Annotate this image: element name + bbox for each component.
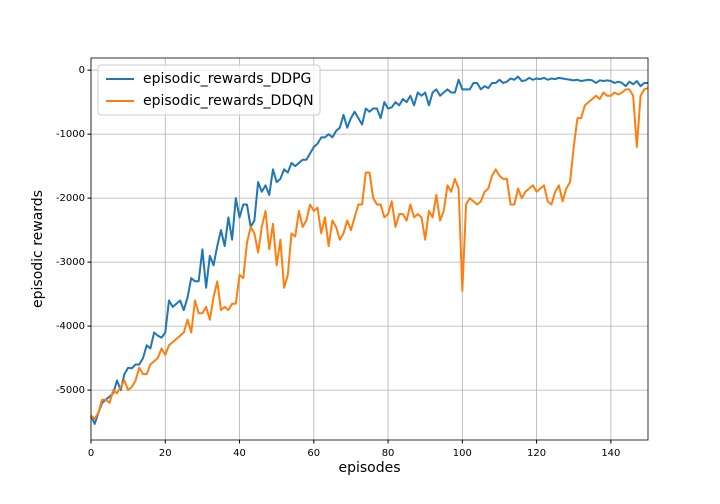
legend-label: episodic_rewards_DDQN	[143, 93, 314, 109]
line-series	[90, 75, 648, 425]
x-tick-label: 20	[159, 448, 172, 459]
x-tick-label: 40	[233, 448, 246, 459]
y-tick-label: -3000	[56, 257, 85, 268]
plot-frame	[90, 57, 649, 441]
y-tick-label: -4000	[56, 321, 85, 332]
x-tick-label: 80	[382, 448, 395, 459]
y-tick-label: -2000	[56, 193, 85, 204]
x-tick-label: 100	[453, 448, 472, 459]
y-axis-label: episodic rewards	[30, 190, 46, 308]
line-series	[90, 87, 649, 420]
legend-label: episodic_rewards_DDPG	[143, 71, 311, 87]
legend-box	[97, 64, 321, 116]
x-tick-label: 120	[527, 448, 546, 459]
x-tick-label: 60	[307, 448, 320, 459]
y-tick-label: -1000	[56, 129, 85, 140]
y-tick-label: 0	[79, 65, 85, 76]
x-tick-label: 140	[601, 448, 620, 459]
x-tick-label: 0	[88, 448, 94, 459]
x-axis-label: episodes	[338, 460, 400, 476]
y-tick-label: -5000	[56, 385, 85, 396]
